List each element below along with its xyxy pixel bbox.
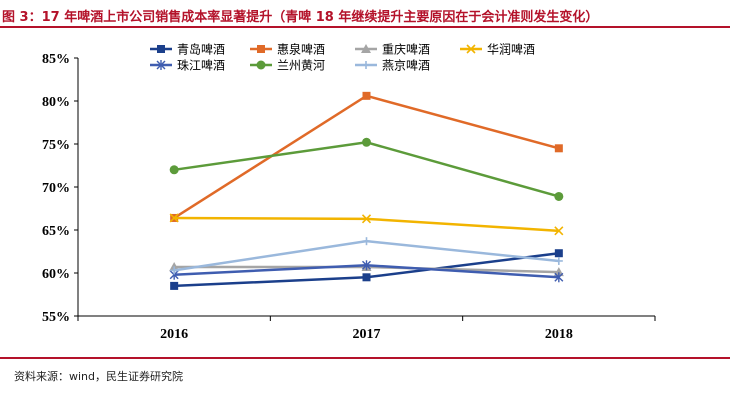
data-point xyxy=(169,165,179,175)
data-point xyxy=(362,273,371,282)
series-line-6 xyxy=(173,141,560,198)
y-tick-label: 80% xyxy=(42,95,70,110)
data-point xyxy=(362,137,371,147)
chart-area: 55% 60% 65% 70% 75% 80% 85% 2016 2017 2018 青岛啤酒 惠泉啤… xyxy=(0,30,730,350)
source-note: 资料来源：wind，民生证券研究院 xyxy=(14,370,184,383)
legend-label: 兰州黄河 xyxy=(277,59,325,73)
y-tick-label: 60% xyxy=(42,267,70,282)
data-point xyxy=(361,214,372,224)
legend-label: 惠泉啤酒 xyxy=(277,42,325,57)
line-chart: 55% 60% 65% 70% 75% 80% 85% 2016 2017 2018 青岛啤酒 惠泉啤… xyxy=(42,42,656,342)
y-tick-label: 70% xyxy=(42,181,70,196)
y-tick-label: 65% xyxy=(42,224,70,239)
legend-label: 珠江啤酒 xyxy=(177,58,225,73)
legend-marker xyxy=(156,60,166,70)
data-point xyxy=(554,144,563,153)
y-tick-label: 55% xyxy=(42,310,70,325)
data-point xyxy=(170,266,179,275)
data-point xyxy=(554,226,564,236)
legend-marker xyxy=(256,60,266,70)
legend-marker xyxy=(362,61,370,69)
x-tick-label: 2017 xyxy=(353,327,381,342)
legend-marker xyxy=(466,44,476,54)
figure-title: 图 3：17 年啤酒上市公司销售成本率显著提升（青啤 18 年继续提升主要原因在… xyxy=(2,10,599,25)
data-point xyxy=(362,91,371,100)
legend-label: 青岛啤酒 xyxy=(177,42,225,57)
series-line-2 xyxy=(173,94,560,220)
x-tick-label: 2018 xyxy=(545,327,573,342)
legend-label: 燕京啤酒 xyxy=(382,58,430,73)
y-tick-label: 75% xyxy=(42,138,70,153)
legend-marker xyxy=(361,44,371,53)
data-point xyxy=(554,256,563,265)
data-point xyxy=(554,272,564,283)
footer-rule xyxy=(0,357,730,359)
data-point xyxy=(170,281,179,290)
legend-marker xyxy=(257,45,265,53)
data-point xyxy=(362,237,371,246)
legend-label: 华润啤酒 xyxy=(487,42,535,57)
legend-label: 重庆啤酒 xyxy=(382,42,430,57)
y-tick-label: 85% xyxy=(42,52,70,67)
title-bar: 图 3：17 年啤酒上市公司销售成本率显著提升（青啤 18 年继续提升主要原因在… xyxy=(0,4,730,28)
legend-marker xyxy=(157,45,165,53)
data-point xyxy=(169,213,179,223)
x-tick-label: 2016 xyxy=(160,327,188,342)
data-point xyxy=(554,249,563,258)
data-point xyxy=(554,191,564,201)
data-point xyxy=(362,260,371,271)
